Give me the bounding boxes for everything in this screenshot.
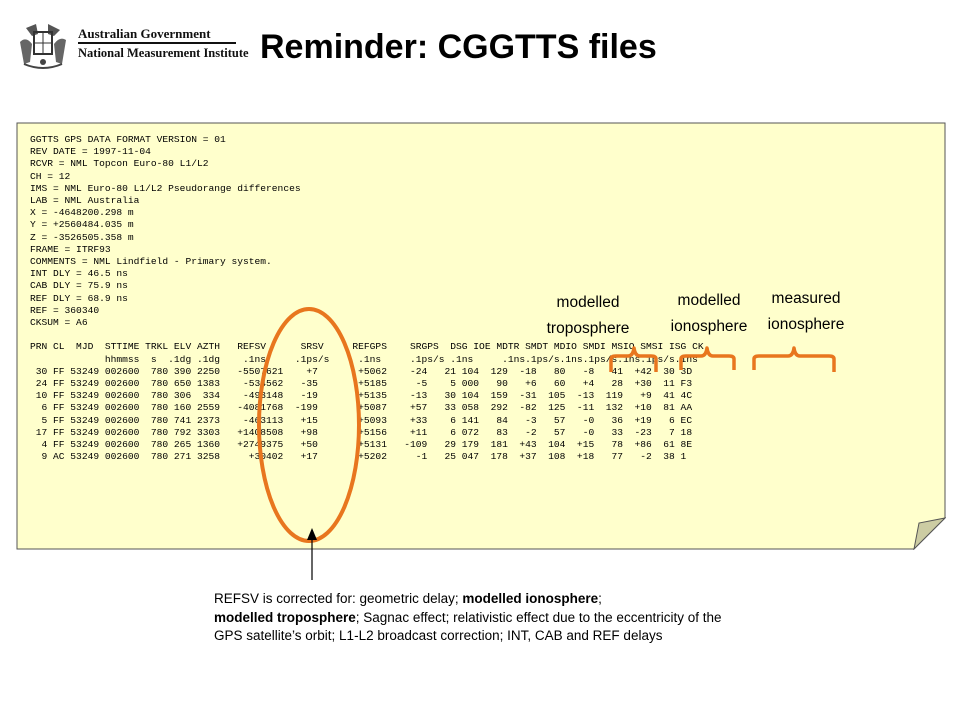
logo-institute-text: National Measurement Institute bbox=[78, 46, 249, 60]
note-part1: REFSV is corrected for: geometric delay; bbox=[214, 591, 463, 606]
file-line: 17 FF 53249 002600 780 792 3303 +1408508… bbox=[30, 426, 693, 438]
logo-government-text: Australian Government bbox=[78, 26, 211, 41]
measured-ionosphere-label-line2: ionosphere bbox=[767, 316, 845, 333]
modelled-ionosphere-label-line1: modelled bbox=[677, 292, 741, 309]
note-part3: ; Sagnac effect; relativistic effect due… bbox=[214, 609, 722, 644]
logo: Australian Government National Measureme… bbox=[10, 16, 250, 78]
note-modelled-ionosphere: modelled ionosphere bbox=[462, 591, 599, 606]
file-line: CH = 12 bbox=[30, 170, 71, 182]
file-line: LAB = NML Australia bbox=[30, 195, 140, 207]
coat-of-arms-icon bbox=[20, 24, 66, 69]
file-line: 9 AC 53249 002600 780 271 3258 +30402 +1… bbox=[30, 451, 687, 463]
file-line: PRN CL MJD STTIME TRKL ELV AZTH REFSV SR… bbox=[30, 341, 704, 353]
modelled-ionosphere-label-line2: ionosphere bbox=[670, 318, 748, 335]
file-line: REF = 360340 bbox=[30, 304, 100, 316]
troposphere-label-line1: modelled bbox=[556, 294, 620, 311]
troposphere-label-line2: troposphere bbox=[546, 320, 630, 337]
note-part2: ; bbox=[598, 591, 602, 606]
file-line: RCVR = NML Topcon Euro-80 L1/L2 bbox=[30, 158, 209, 170]
file-line: IMS = NML Euro-80 L1/L2 Pseudorange diff… bbox=[30, 182, 301, 194]
slide-title: Reminder: CGGTTS files bbox=[260, 28, 657, 66]
file-line: Z = -3526505.358 m bbox=[30, 231, 134, 243]
file-line: GGTTS GPS DATA FORMAT VERSION = 01 bbox=[30, 134, 226, 145]
file-line: REV DATE = 1997-11-04 bbox=[30, 146, 151, 158]
file-line: hhmmss s .1dg .1dg .1ns .1ps/s .1ns .1ps… bbox=[30, 353, 698, 365]
file-page-shape bbox=[16, 122, 946, 550]
file-line: Y = +2560484.035 m bbox=[30, 219, 134, 231]
measured-ionosphere-label: measured ionosphere bbox=[756, 286, 856, 338]
file-line: 5 FF 53249 002600 780 741 2373 -463113 +… bbox=[30, 414, 693, 426]
modelled-ionosphere-label: modelled ionosphere bbox=[659, 288, 759, 340]
file-line: X = -4648200.298 m bbox=[30, 207, 134, 219]
troposphere-label: modelled troposphere bbox=[538, 290, 638, 342]
file-line: FRAME = ITRF93 bbox=[30, 243, 111, 255]
file-line: COMMENTS = NML Lindfield - Primary syste… bbox=[30, 256, 272, 268]
file-line: 30 FF 53249 002600 780 390 2250 -5507621… bbox=[30, 365, 693, 377]
logo-divider bbox=[78, 42, 236, 44]
note-modelled-troposphere: modelled troposphere bbox=[214, 609, 356, 625]
file-line: CAB DLY = 75.9 ns bbox=[30, 280, 128, 292]
file-line: REF DLY = 68.9 ns bbox=[30, 292, 128, 304]
file-line: 6 FF 53249 002600 780 160 2559 -4081768 … bbox=[30, 402, 693, 414]
file-line: 4 FF 53249 002600 780 265 1360 +2749375 … bbox=[30, 439, 693, 451]
file-line: CKSUM = A6 bbox=[30, 317, 88, 329]
measured-ionosphere-label-line1: measured bbox=[771, 290, 841, 307]
file-line: INT DLY = 46.5 ns bbox=[30, 268, 128, 280]
file-line: 24 FF 53249 002600 780 650 1383 -534562 … bbox=[30, 378, 693, 390]
refsv-explanation: REFSV is corrected for: geometric delay;… bbox=[214, 590, 724, 646]
file-line: 10 FF 53249 002600 780 306 334 -493148 -… bbox=[30, 390, 693, 402]
